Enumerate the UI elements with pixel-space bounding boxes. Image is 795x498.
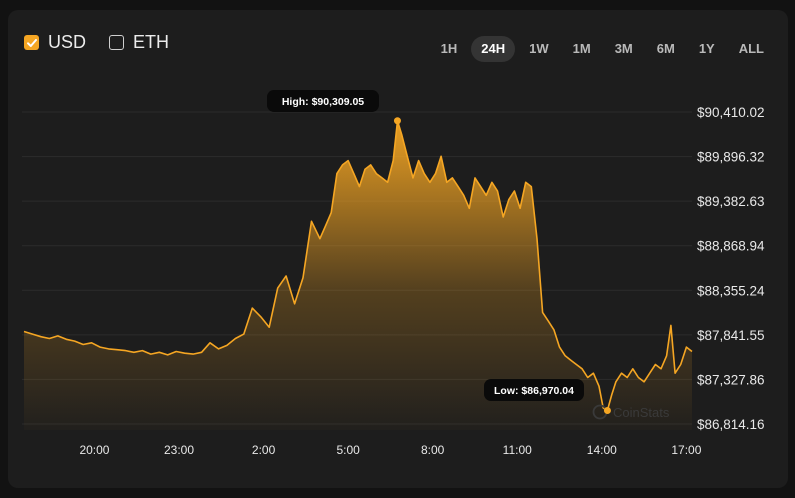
x-tick-label: 11:00 <box>503 443 532 457</box>
high-low-markers: High: $90,309.05 Low: $86,970.04 <box>267 90 611 414</box>
x-tick-label: 8:00 <box>421 443 445 457</box>
high-tooltip-bg <box>267 90 379 112</box>
low-point <box>603 406 611 414</box>
x-tick-label: 2:00 <box>252 443 276 457</box>
checkbox-unchecked-icon <box>109 35 124 50</box>
y-tick-label: $86,814.16 <box>697 417 765 432</box>
checkbox-checked-icon <box>24 35 39 50</box>
range-all[interactable]: ALL <box>738 41 764 56</box>
range-1y[interactable]: 1Y <box>698 41 715 56</box>
range-1m[interactable]: 1M <box>572 41 591 56</box>
range-3m[interactable]: 3M <box>614 41 633 56</box>
low-tooltip-bg <box>484 379 584 401</box>
y-tick-label: $87,841.55 <box>697 328 765 343</box>
y-axis-labels: $90,410.02 $89,896.32 $89,382.63 $88,868.94… <box>697 105 765 432</box>
range-24h[interactable]: 24H <box>471 36 516 62</box>
price-line <box>23 120 693 412</box>
usd-label: USD <box>48 32 87 52</box>
y-tick-label: $89,896.32 <box>697 150 765 165</box>
y-tick-label: $88,868.94 <box>697 239 765 254</box>
eth-checkbox[interactable]: ETH <box>109 32 169 53</box>
watermark-text: CoinStats <box>613 405 670 420</box>
eth-label: ETH <box>133 32 169 52</box>
y-tick-label: $88,355.24 <box>697 283 765 298</box>
x-axis-labels: 20:00 23:00 2:00 5:00 8:00 11:00 14:00 17:00 <box>79 443 701 457</box>
usd-checkbox[interactable]: USD <box>24 32 86 53</box>
range-1h[interactable]: 1H <box>440 41 458 56</box>
range-6m[interactable]: 6M <box>656 41 675 56</box>
range-1w[interactable]: 1W <box>529 41 549 56</box>
low-tooltip-label: Low: $86,970.04 <box>494 385 574 397</box>
high-tooltip-label: High: $90,309.05 <box>282 96 364 108</box>
x-tick-label: 20:00 <box>79 443 109 457</box>
time-range-selector: 1H 24H 1W 1M 3M 6M 1Y ALL <box>431 36 774 62</box>
high-point <box>393 117 401 125</box>
x-tick-label: 14:00 <box>587 443 617 457</box>
y-tick-label: $87,327.86 <box>697 372 765 387</box>
x-tick-label: 5:00 <box>336 443 360 457</box>
price-area <box>23 120 693 431</box>
y-tick-label: $89,382.63 <box>697 194 765 209</box>
x-tick-label: 17:00 <box>671 443 701 457</box>
x-tick-label: 23:00 <box>164 443 194 457</box>
price-area-fill <box>24 120 692 431</box>
y-tick-label: $90,410.02 <box>697 105 765 120</box>
